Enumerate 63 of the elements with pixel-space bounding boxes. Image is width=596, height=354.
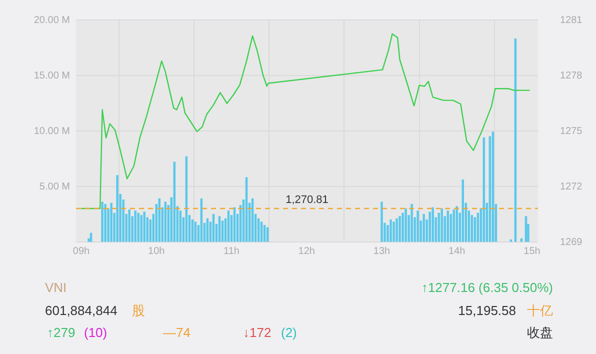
y2-tick-label: 1278 xyxy=(560,70,583,82)
y2-tick-label: 1272 xyxy=(560,181,583,192)
bar xyxy=(404,208,407,242)
bar xyxy=(110,202,112,242)
bar xyxy=(438,212,440,242)
ref-line-label: 1,270.81 xyxy=(286,194,328,206)
x-tick-label: 12h xyxy=(298,246,315,257)
y2-tick-label: 1281 xyxy=(560,14,583,26)
bar xyxy=(456,206,458,242)
bar xyxy=(422,214,425,242)
text: 601,884,844 xyxy=(45,303,118,319)
bar xyxy=(194,222,197,242)
y-tick-label: 5.00 M xyxy=(39,181,70,192)
bar xyxy=(260,222,263,242)
bar xyxy=(416,210,419,242)
bar xyxy=(432,207,434,242)
bar xyxy=(398,216,401,242)
bar xyxy=(266,227,269,242)
bar xyxy=(428,212,431,242)
bar xyxy=(140,215,142,242)
text: 十亿 xyxy=(527,303,553,319)
text: VNI xyxy=(45,280,67,296)
x-tick-label: 10h xyxy=(148,246,165,257)
bar xyxy=(396,218,398,242)
bar xyxy=(524,216,528,242)
text: 收盘 xyxy=(527,325,553,341)
bar xyxy=(104,204,106,242)
bar xyxy=(510,239,512,242)
y2-tick-label: 1275 xyxy=(560,126,583,137)
text: (10) xyxy=(84,325,108,341)
bar xyxy=(137,212,140,242)
text: —74 xyxy=(163,325,190,341)
bar xyxy=(218,216,221,242)
text: 股 xyxy=(132,303,145,319)
bar xyxy=(390,219,392,242)
bar xyxy=(143,212,146,242)
x-tick-label: 11h xyxy=(224,246,240,257)
bar xyxy=(134,210,136,242)
bar xyxy=(462,180,464,242)
bar xyxy=(446,210,449,242)
text: 15,195.58 xyxy=(458,303,516,319)
text: ↑279 xyxy=(47,325,76,341)
bar xyxy=(392,222,395,242)
y-tick-label: 20.00 M xyxy=(34,14,70,26)
bar xyxy=(116,175,118,242)
bar xyxy=(402,212,404,242)
x-tick-label: 13h xyxy=(373,246,390,257)
bar xyxy=(452,209,455,242)
text: ↓172 xyxy=(243,325,272,341)
x-tick-label: 15h xyxy=(524,246,540,257)
bar xyxy=(450,214,452,242)
bar xyxy=(410,204,413,242)
y-tick-label: 15.00 M xyxy=(34,70,70,82)
text: ↑1277.16 (6.35 0.50%) xyxy=(421,280,553,296)
x-tick-label: 14h xyxy=(448,246,466,257)
bar xyxy=(380,202,383,242)
y2-tick-label: 1269 xyxy=(560,236,583,248)
text: (2) xyxy=(281,325,297,341)
bar xyxy=(440,208,443,242)
bar xyxy=(101,202,104,242)
bar xyxy=(128,209,130,242)
y-tick-label: 10.00 M xyxy=(34,126,70,137)
x-tick-label: 09h xyxy=(72,246,90,257)
